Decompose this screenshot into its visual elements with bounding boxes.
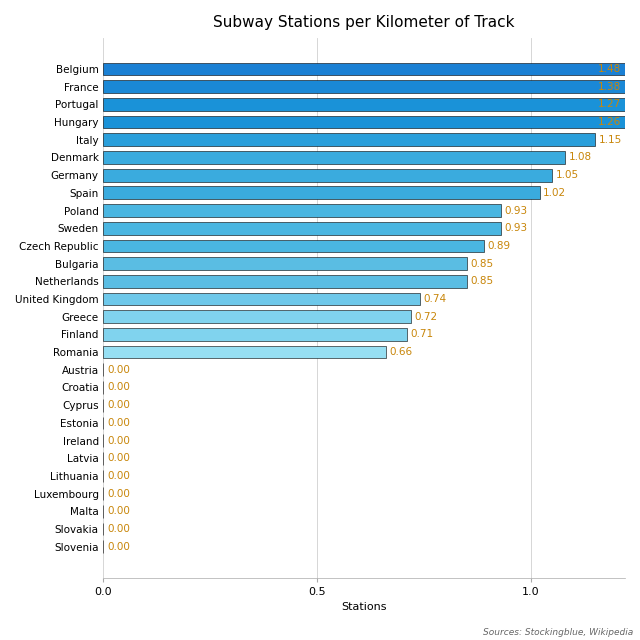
Text: 0.00: 0.00	[107, 365, 130, 375]
Text: 0.00: 0.00	[107, 453, 130, 463]
Text: 0.00: 0.00	[107, 541, 130, 552]
Text: 0.00: 0.00	[107, 383, 130, 392]
X-axis label: Stations: Stations	[342, 602, 387, 612]
Text: 0.66: 0.66	[389, 347, 412, 357]
Bar	[104, 116, 640, 129]
Bar	[104, 239, 484, 252]
Text: 0.93: 0.93	[504, 223, 527, 233]
Text: 0.00: 0.00	[107, 506, 130, 516]
Text: 0.00: 0.00	[107, 400, 130, 410]
Text: 0.72: 0.72	[415, 312, 438, 322]
Bar	[104, 133, 595, 146]
Bar	[104, 222, 501, 235]
Text: 0.00: 0.00	[107, 489, 130, 499]
Bar	[104, 310, 412, 323]
Bar	[104, 275, 467, 288]
Bar	[104, 346, 386, 358]
Text: 0.00: 0.00	[107, 436, 130, 445]
Text: 0.74: 0.74	[423, 294, 446, 304]
Text: 0.85: 0.85	[470, 259, 493, 269]
Text: 1.02: 1.02	[543, 188, 566, 198]
Title: Subway Stations per Kilometer of Track: Subway Stations per Kilometer of Track	[214, 15, 515, 30]
Bar	[104, 98, 640, 111]
Text: 0.71: 0.71	[410, 330, 433, 339]
Text: 1.08: 1.08	[568, 152, 592, 163]
Text: 0.89: 0.89	[487, 241, 511, 251]
Text: 1.38: 1.38	[598, 82, 621, 92]
Text: 1.27: 1.27	[598, 99, 621, 109]
Bar	[104, 81, 640, 93]
Text: 1.48: 1.48	[598, 64, 621, 74]
Text: 1.05: 1.05	[556, 170, 579, 180]
Bar	[104, 169, 552, 182]
Bar	[104, 63, 640, 76]
Text: Sources: Stockingblue, Wikipedia: Sources: Stockingblue, Wikipedia	[483, 628, 634, 637]
Bar	[104, 328, 407, 340]
Bar	[104, 292, 420, 305]
Bar	[104, 151, 565, 164]
Bar	[104, 204, 501, 217]
Bar	[104, 186, 540, 199]
Text: 1.15: 1.15	[598, 135, 621, 145]
Text: 0.00: 0.00	[107, 524, 130, 534]
Text: 0.00: 0.00	[107, 471, 130, 481]
Text: 0.85: 0.85	[470, 276, 493, 286]
Text: 1.26: 1.26	[598, 117, 621, 127]
Bar	[104, 257, 467, 270]
Text: 0.93: 0.93	[504, 205, 527, 216]
Text: 0.00: 0.00	[107, 418, 130, 428]
